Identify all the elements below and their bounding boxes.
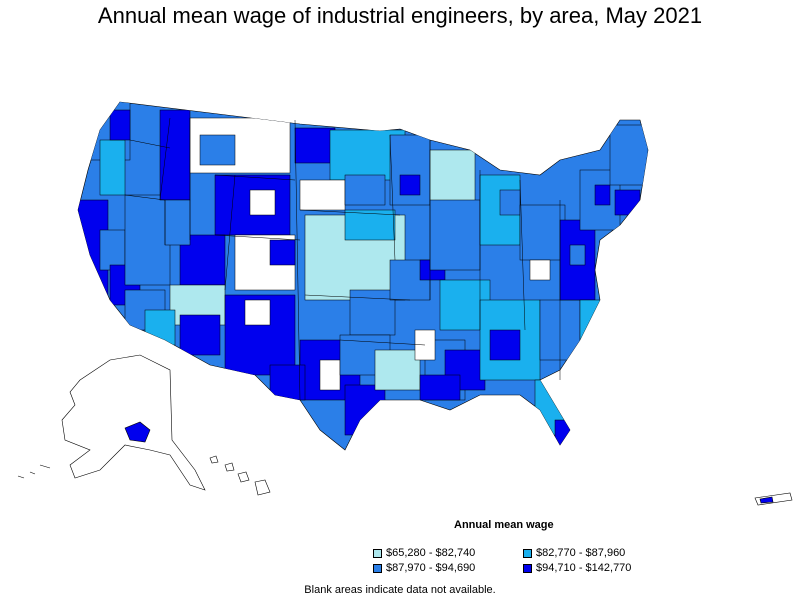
alaska-map bbox=[17, 354, 206, 491]
footnote: Blank areas indicate data not available. bbox=[0, 584, 800, 596]
legend-item-4: $94,710 - $142,770 bbox=[523, 562, 631, 574]
map-title: Annual mean wage of industrial engineers… bbox=[97, 3, 703, 28]
puerto-rico-map bbox=[754, 492, 793, 506]
legend-item-1: $65,280 - $82,740 bbox=[373, 547, 475, 559]
hawaii-map bbox=[209, 455, 271, 496]
footnote-text: Blank areas indicate data not available. bbox=[304, 584, 496, 596]
legend-label-4: $94,710 - $142,770 bbox=[536, 562, 632, 574]
contiguous-us-map bbox=[77, 101, 649, 451]
legend-item-3: $87,970 - $94,690 bbox=[373, 562, 475, 574]
legend-swatch-4 bbox=[523, 563, 532, 573]
legend-swatch-3 bbox=[373, 563, 382, 573]
legend-label-3: $87,970 - $94,690 bbox=[386, 562, 476, 574]
legend-label-2: $82,770 - $87,960 bbox=[536, 547, 626, 559]
legend-label-1: $65,280 - $82,740 bbox=[386, 547, 476, 559]
legend-swatch-2 bbox=[523, 548, 532, 558]
legend-swatch-1 bbox=[373, 548, 382, 558]
legend-title: Annual mean wage bbox=[454, 519, 554, 531]
legend-item-2: $82,770 - $87,960 bbox=[523, 547, 625, 559]
